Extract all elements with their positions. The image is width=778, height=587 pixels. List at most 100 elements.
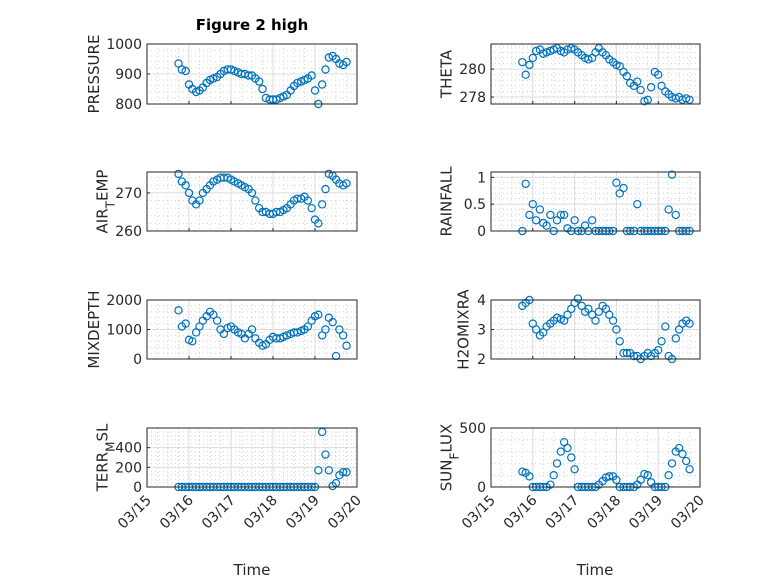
data-point bbox=[525, 60, 534, 70]
data-point bbox=[184, 188, 194, 198]
data-point bbox=[518, 57, 527, 67]
data-point bbox=[657, 337, 666, 346]
data-point bbox=[338, 331, 348, 340]
data-point bbox=[247, 188, 257, 198]
x-tick-label: 03/20 bbox=[325, 493, 365, 533]
axes-box bbox=[490, 171, 701, 232]
data-point bbox=[531, 46, 541, 56]
y-tick-label: 0 bbox=[477, 480, 486, 496]
data-point bbox=[636, 85, 645, 95]
y-axis-label-part: PRESSURE bbox=[85, 35, 103, 114]
y-axis-label-part: TERR bbox=[94, 452, 112, 493]
data-point bbox=[525, 472, 534, 481]
data-point bbox=[181, 181, 190, 190]
x-tick-label: 03/18 bbox=[241, 493, 281, 533]
data-point bbox=[636, 475, 645, 485]
data-point bbox=[314, 219, 323, 228]
subplot-terr-msl: 03/15 03/16 03/17 03/18 03/19 03/20 0 200 400TER… bbox=[94, 423, 365, 532]
data-point bbox=[664, 205, 673, 214]
y-tick-label: 400 bbox=[115, 441, 142, 457]
data-point bbox=[303, 322, 313, 331]
y-axis-label-part: H2OMIXRA bbox=[455, 289, 473, 370]
y-tick-label: 1 bbox=[477, 170, 486, 186]
data-point bbox=[307, 71, 316, 80]
data-point bbox=[612, 178, 621, 187]
data-point bbox=[272, 95, 281, 104]
x-axis-label-left: Time bbox=[233, 561, 271, 579]
data-point bbox=[251, 196, 260, 205]
data-point bbox=[556, 447, 566, 456]
axes-box bbox=[146, 43, 358, 105]
data-point bbox=[212, 316, 222, 325]
y-axis-label-part: THETA bbox=[438, 49, 456, 99]
data-point bbox=[528, 199, 538, 209]
y-axis-label: SUNFLUX bbox=[438, 424, 462, 492]
data-point bbox=[324, 466, 334, 475]
y-axis-label-subscript: T bbox=[104, 200, 118, 209]
y-tick-label: 278 bbox=[459, 90, 486, 106]
data-point bbox=[177, 65, 187, 74]
data-point bbox=[321, 184, 330, 194]
data-point bbox=[321, 65, 330, 74]
data-point bbox=[622, 71, 632, 81]
data-point bbox=[629, 351, 639, 361]
data-point bbox=[685, 95, 694, 105]
data-point bbox=[661, 322, 670, 331]
data-point bbox=[258, 84, 267, 94]
data-point bbox=[591, 316, 600, 325]
data-point bbox=[525, 210, 534, 220]
data-point bbox=[619, 183, 628, 193]
x-tick-label: 03/18 bbox=[584, 493, 624, 533]
data-point bbox=[531, 325, 541, 334]
y-tick-label: 3 bbox=[477, 323, 486, 339]
y-axis-label-subscript: M bbox=[104, 442, 118, 452]
data-point bbox=[643, 471, 652, 480]
y-tick-label: 0.5 bbox=[464, 197, 486, 213]
data-point bbox=[646, 83, 656, 92]
data-point bbox=[552, 459, 562, 468]
data-point bbox=[549, 471, 558, 480]
data-point bbox=[303, 196, 313, 205]
data-point bbox=[563, 443, 572, 453]
data-point bbox=[181, 319, 190, 328]
y-tick-label: 2 bbox=[477, 352, 486, 368]
x-tick-label: 03/15 bbox=[459, 493, 499, 533]
y-tick-label: 0 bbox=[133, 352, 142, 368]
data-point bbox=[612, 325, 621, 334]
data-point bbox=[254, 77, 264, 86]
axes-box bbox=[490, 427, 701, 488]
data-point bbox=[570, 216, 579, 225]
data-point bbox=[584, 55, 593, 64]
data-point bbox=[671, 210, 680, 220]
axes-box bbox=[146, 171, 358, 232]
y-axis-label: TERRMSL bbox=[94, 423, 118, 492]
y-tick-label: 500 bbox=[459, 421, 486, 437]
data-point bbox=[567, 453, 576, 462]
data-point bbox=[542, 48, 551, 57]
y-tick-label: 4 bbox=[477, 293, 486, 309]
y-axis-label-part: SUN bbox=[438, 460, 456, 492]
x-tick-label: 03/16 bbox=[157, 492, 197, 532]
data-point bbox=[335, 325, 344, 334]
y-tick-label: 200 bbox=[115, 460, 142, 476]
data-point bbox=[521, 179, 530, 188]
data-point bbox=[657, 81, 666, 91]
y-axis-label: AIRTEMP bbox=[94, 170, 118, 234]
data-point bbox=[174, 306, 183, 315]
data-point bbox=[188, 337, 197, 346]
data-point bbox=[317, 80, 327, 89]
data-point bbox=[546, 480, 555, 489]
data-point bbox=[181, 66, 190, 76]
data-point bbox=[282, 331, 292, 340]
y-axis-label-subscript: F bbox=[448, 453, 462, 460]
data-point bbox=[546, 210, 555, 220]
data-point bbox=[643, 95, 652, 105]
y-axis-label-part: EMP bbox=[94, 170, 112, 201]
axes-background bbox=[147, 428, 357, 487]
figure-title: Figure 2 high bbox=[196, 16, 309, 34]
data-point bbox=[314, 466, 323, 475]
data-point bbox=[654, 70, 663, 79]
